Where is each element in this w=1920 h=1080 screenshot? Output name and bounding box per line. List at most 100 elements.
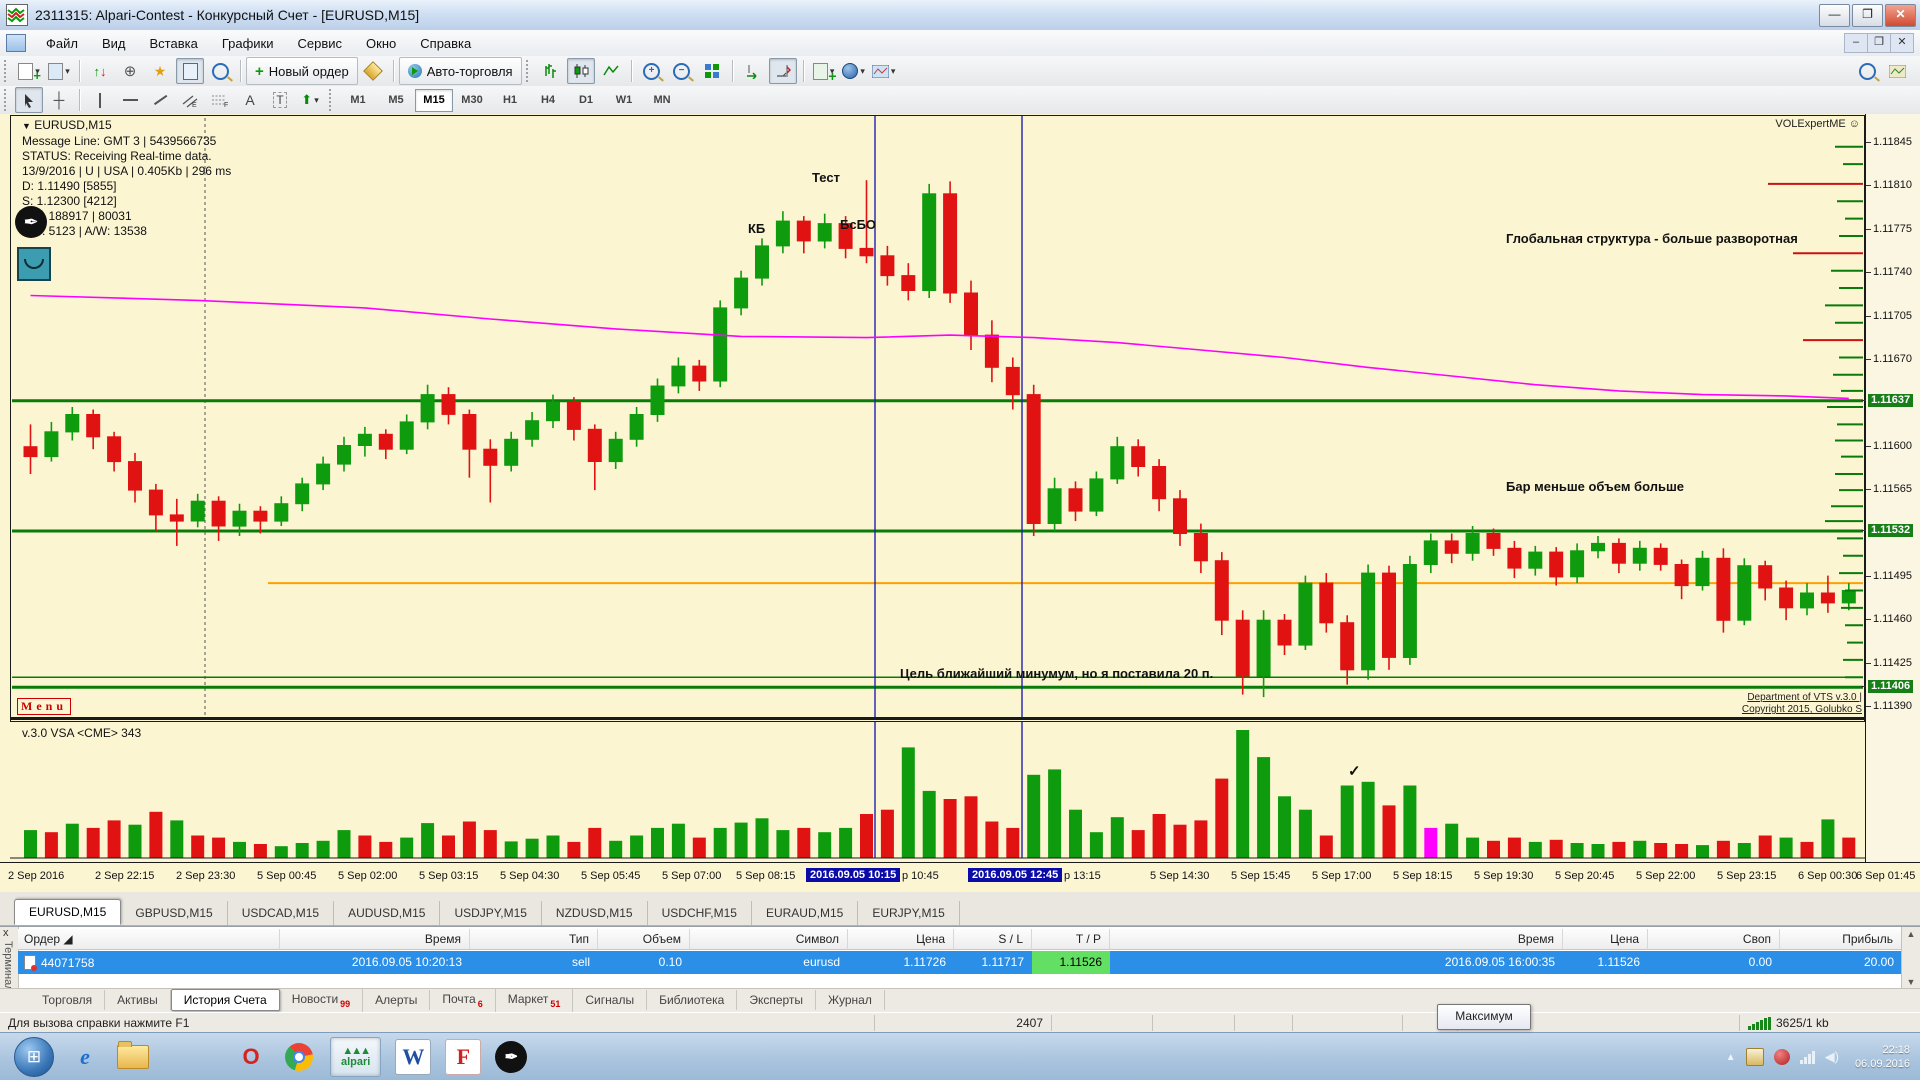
arrows-button[interactable]: ⬆ ▾ — [301, 92, 319, 107]
terminal-tab-алерты[interactable]: Алерты — [363, 990, 431, 1011]
zoom-out-button[interactable]: − — [668, 58, 696, 84]
minimize-button[interactable]: — — [1819, 4, 1850, 27]
profiles-button[interactable]: ▾ — [45, 58, 73, 84]
chart-tab-usdcad[interactable]: USDCAD,M15 — [228, 901, 335, 925]
menu-вставка[interactable]: Вставка — [149, 35, 198, 51]
terminal-button[interactable] — [176, 58, 204, 84]
timeframe-mn[interactable]: MN — [653, 94, 671, 106]
horizontal-line-button[interactable] — [116, 87, 144, 113]
certificate-tray-icon[interactable] — [1745, 1048, 1764, 1066]
toolbar-grip[interactable] — [4, 60, 10, 82]
taskbar-clock[interactable]: 22:18 06.09.2016 — [1854, 1044, 1910, 1070]
explorer-folder-icon[interactable] — [116, 1040, 150, 1074]
terminal-tab-журнал[interactable]: Журнал — [816, 990, 885, 1011]
chart-tab-eurjpy[interactable]: EURJPY,M15 — [858, 901, 960, 925]
timeframe-m1[interactable]: M1 — [350, 94, 366, 106]
crosshair-button[interactable]: ┼ — [53, 91, 65, 109]
faststone-icon[interactable]: F — [445, 1039, 482, 1075]
restore-button[interactable]: ❐ — [1852, 4, 1883, 27]
menu-вид[interactable]: Вид — [101, 35, 126, 51]
mdi-restore-button[interactable]: ❐ — [1867, 34, 1890, 52]
chart-tab-usdchf[interactable]: USDCHF,M15 — [648, 901, 752, 925]
terminal-tab-сигналы[interactable]: Сигналы — [573, 990, 648, 1011]
word-icon[interactable]: W — [395, 1039, 432, 1075]
new-chart-button[interactable]: + ▾ — [15, 58, 43, 84]
text-label-button[interactable]: T — [266, 87, 294, 113]
column-header-7[interactable]: T / P — [1032, 929, 1110, 950]
internet-explorer-icon[interactable]: e — [80, 1044, 90, 1069]
bar-chart-button[interactable] — [537, 58, 565, 84]
cell-4[interactable]: eurusd — [690, 951, 848, 974]
templates-button[interactable]: ▾ — [870, 58, 898, 84]
timeframe-d1[interactable]: D1 — [578, 94, 594, 106]
zoom-in-button[interactable]: + — [638, 58, 666, 84]
column-header-10[interactable]: Своп — [1648, 929, 1780, 950]
opera-icon[interactable]: O — [242, 1044, 260, 1069]
autotrade-button[interactable]: Авто-торговля — [398, 57, 522, 85]
terminal-tab-маркет[interactable]: Маркет 51 — [496, 989, 574, 1012]
timeframe-m30[interactable]: M30 — [461, 94, 483, 106]
network-icon[interactable] — [1799, 1050, 1815, 1064]
trendline-button[interactable] — [146, 87, 174, 113]
pen-app-icon[interactable]: ✒ — [495, 1041, 528, 1073]
market-watch-button[interactable]: ↑ ↓ — [93, 63, 107, 79]
chrome-icon[interactable] — [282, 1040, 316, 1074]
timeframe-h1[interactable]: H1 — [502, 94, 518, 106]
chart-tab-nzdusd[interactable]: NZDUSD,M15 — [542, 901, 648, 925]
terminal-tab-новости[interactable]: Новости 99 — [280, 989, 364, 1012]
cell-6[interactable]: 1.11717 — [954, 951, 1032, 974]
alpari-taskbar-button[interactable]: ▲▲▲ alpari — [330, 1037, 382, 1077]
terminal-tab-история-счета[interactable]: История Счета — [170, 989, 280, 1012]
navigator-button[interactable]: ⊕ — [123, 63, 137, 80]
terminal-tab-библиотека[interactable]: Библиотека — [647, 990, 738, 1011]
terminal-close-icon[interactable]: x — [3, 927, 9, 939]
cell-7[interactable]: 1.11526 — [1032, 951, 1110, 974]
mdi-close-button[interactable]: ✕ — [1890, 34, 1913, 52]
new-order-button[interactable]: + Новый ордер — [246, 57, 358, 85]
cell-2[interactable]: sell — [470, 951, 598, 974]
app-tray-icon[interactable] — [1773, 1049, 1790, 1065]
menu-окно[interactable]: Окно — [366, 35, 397, 51]
cursor-button[interactable] — [15, 87, 43, 113]
menu-сервис[interactable]: Сервис — [297, 35, 343, 51]
menu-файл[interactable]: Файл — [46, 35, 78, 51]
terminal-tab-активы[interactable]: Активы — [105, 990, 171, 1011]
cell-1[interactable]: 2016.09.05 10:20:13 — [280, 951, 470, 974]
mdi-minimize-button[interactable]: – — [1852, 36, 1860, 48]
equidistant-channel-button[interactable]: E — [176, 87, 204, 113]
candlestick-chart-button[interactable] — [566, 58, 595, 84]
menu-графики[interactable]: Графики — [221, 35, 274, 51]
terminal-tab-эксперты[interactable]: Эксперты — [737, 990, 817, 1011]
community-icon[interactable] — [1883, 58, 1911, 84]
favorites-button[interactable]: ★ — [153, 62, 167, 79]
column-header-0[interactable]: Ордер ◢ — [18, 929, 280, 950]
timeframe-w1[interactable]: W1 — [615, 94, 633, 106]
terminal-tab-почта[interactable]: Почта 6 — [430, 989, 496, 1012]
column-header-1[interactable]: Время — [280, 929, 470, 950]
start-button[interactable]: ⊞ — [14, 1037, 54, 1077]
tray-expand-icon[interactable]: ▲ — [1725, 1051, 1736, 1063]
column-header-4[interactable]: Символ — [690, 929, 848, 950]
column-header-5[interactable]: Цена — [848, 929, 954, 950]
cell-0[interactable]: 44071758 — [18, 951, 280, 974]
vertical-line-button[interactable] — [86, 87, 114, 113]
time-axis[interactable]: 2 Sep 2016 2 Sep 22:15 2 Sep 23:30 5 Sep 00… — [0, 862, 1920, 894]
column-header-11[interactable]: Прибыль — [1780, 929, 1902, 950]
price-chart[interactable] — [10, 114, 1865, 722]
chart-tab-gbpusd[interactable]: GBPUSD,M15 — [121, 901, 228, 925]
volume-icon[interactable]: ◀) — [1824, 1049, 1839, 1064]
cell-5[interactable]: 1.11726 — [848, 951, 954, 974]
column-header-2[interactable]: Тип — [470, 929, 598, 950]
tile-windows-button[interactable] — [698, 58, 726, 84]
expert-menu-button[interactable]: Menu — [17, 698, 71, 715]
menu-справка[interactable]: Справка — [420, 35, 472, 51]
timeframe-h4[interactable]: H4 — [540, 94, 556, 106]
fibonacci-button[interactable]: F — [206, 87, 234, 113]
terminal-tab-торговля[interactable]: Торговля — [30, 990, 106, 1011]
column-header-9[interactable]: Цена — [1563, 929, 1648, 950]
timeframe-m5[interactable]: M5 — [388, 94, 404, 106]
symbol-dropdown-icon[interactable]: ▼ — [22, 121, 31, 131]
strategy-tester-button[interactable] — [206, 58, 234, 84]
chart-tab-euraud[interactable]: EURAUD,M15 — [752, 901, 859, 925]
auto-scroll-button[interactable] — [739, 58, 767, 84]
